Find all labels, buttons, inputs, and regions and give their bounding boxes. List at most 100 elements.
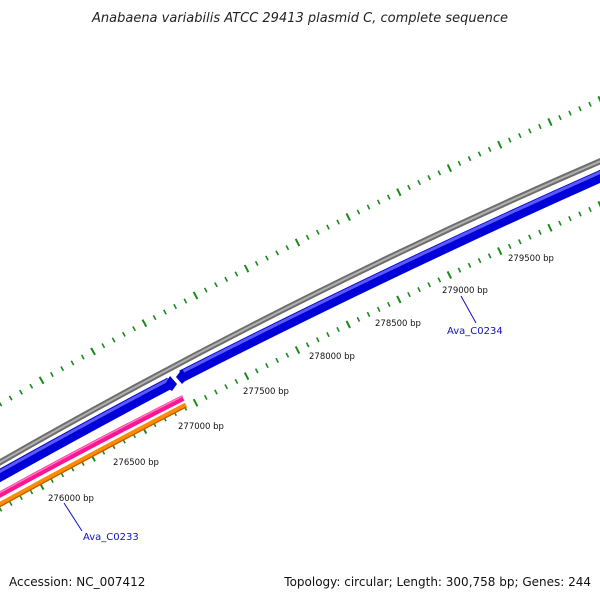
outer-tick-mark	[396, 188, 402, 197]
inner-tick-mark	[487, 253, 492, 259]
outer-tick-mark	[427, 175, 432, 181]
inner-tick-mark	[356, 316, 361, 322]
outer-tick-mark	[558, 114, 562, 121]
gene-label-leader-ava-c0234	[460, 295, 477, 324]
inner-tick-mark	[427, 282, 432, 288]
gene-feature-pink[interactable]	[0, 395, 185, 500]
inner-tick-mark	[254, 368, 259, 374]
inner-tick-mark	[224, 384, 229, 390]
inner-tick-mark	[0, 506, 3, 512]
accession-text: Accession: NC_007412	[9, 575, 145, 589]
map-title: Anabaena variabilis ATCC 29413 plasmid C…	[91, 11, 508, 26]
inner-tick-mark	[265, 363, 269, 369]
tick-label-279500: 279500 bp	[508, 254, 554, 264]
cds-feature-ava-c0233[interactable]	[0, 377, 173, 483]
inner-tick-mark	[386, 301, 391, 307]
outer-tick-mark	[90, 347, 96, 356]
outer-tick-mark	[305, 234, 310, 240]
outer-tick-mark	[597, 95, 600, 103]
inner-tick-mark	[285, 352, 290, 358]
outer-tick-mark	[467, 156, 472, 162]
tick-label-278000: 278000 bp	[309, 352, 355, 362]
inner-tick-mark	[294, 345, 301, 355]
tick-label-277500: 277500 bp	[243, 387, 289, 397]
outer-tick-mark	[457, 160, 462, 167]
outer-tick-mark	[234, 271, 239, 277]
outer-tick-mark	[265, 255, 269, 261]
outer-tick-mark	[345, 212, 351, 222]
inner-tick-mark	[538, 229, 542, 236]
inner-tick-mark	[366, 311, 371, 317]
tick-label-276500: 276500 bp	[113, 458, 159, 468]
inner-tick-mark	[446, 270, 452, 280]
inner-tick-mark	[558, 220, 562, 226]
inner-tick-mark	[305, 342, 310, 348]
outer-tick-mark	[49, 371, 54, 378]
outer-tick-mark	[578, 106, 582, 112]
inner-tick-mark	[234, 378, 239, 384]
outer-tick-mark	[356, 209, 361, 215]
outer-tick-mark	[173, 303, 178, 310]
outer-tick-mark	[366, 204, 371, 210]
outer-tick-mark	[294, 238, 301, 247]
outer-tick-mark	[326, 224, 330, 230]
outer-tick-mark	[8, 395, 13, 401]
outer-tick-mark	[111, 337, 116, 343]
outer-tick-mark	[254, 260, 259, 266]
outer-tick-mark	[285, 245, 290, 251]
cds-feature-highlight	[0, 377, 171, 474]
inner-tick-mark	[547, 223, 553, 232]
outer-tick-mark	[386, 194, 391, 200]
inner-tick-mark	[336, 326, 340, 333]
scale-tick-labels: 276000 bp 276500 bp 277000 bp 277500 bp …	[48, 254, 554, 504]
outer-tick-mark	[417, 179, 421, 186]
outer-tick-mark	[487, 146, 492, 152]
inner-tick-mark	[467, 262, 472, 268]
outer-gc-ticks	[0, 95, 600, 407]
inner-tick-mark	[326, 332, 330, 338]
outer-tick-mark	[214, 282, 218, 288]
gene-feature-orange[interactable]	[0, 402, 188, 510]
outer-tick-mark	[497, 140, 503, 149]
outer-tick-mark	[336, 219, 340, 225]
topology-summary-text: Topology: circular; Length: 300,758 bp; …	[283, 575, 591, 589]
outer-tick-mark	[192, 291, 199, 300]
inner-tick-mark	[376, 306, 381, 312]
outer-tick-mark	[224, 276, 229, 282]
outer-tick-mark	[547, 117, 553, 127]
cds-feature-highlight	[181, 170, 600, 374]
outer-tick-mark	[70, 360, 75, 366]
inner-tick-mark	[477, 257, 482, 264]
outer-tick-mark	[101, 343, 106, 349]
outer-tick-mark	[132, 326, 137, 332]
cds-feature-ava-c0234[interactable]	[179, 169, 600, 382]
inner-tick-mark	[345, 320, 351, 329]
tick-label-279000: 279000 bp	[442, 286, 488, 296]
inner-tick-mark	[407, 291, 411, 298]
gene-label-ava-c0233[interactable]: Ava_C0233	[83, 532, 139, 543]
outer-tick-mark	[80, 354, 85, 360]
outer-tick-mark	[243, 264, 250, 273]
outer-tick-mark	[568, 110, 572, 116]
outer-tick-mark	[538, 123, 542, 130]
outer-tick-mark	[60, 366, 65, 372]
outer-tick-mark	[19, 389, 23, 395]
outer-tick-mark	[477, 151, 482, 157]
outer-tick-mark	[518, 132, 522, 139]
inner-tick-mark	[518, 239, 522, 245]
outer-tick-mark	[588, 101, 592, 107]
inner-tick-mark	[203, 394, 208, 400]
inner-tick-mark	[588, 206, 592, 213]
outer-tick-mark	[162, 309, 167, 315]
gene-label-leader-ava-c0233	[63, 502, 83, 532]
tick-label-278500: 278500 bp	[375, 319, 421, 329]
outer-tick-mark	[141, 319, 148, 328]
outer-tick-mark	[0, 401, 3, 407]
inner-tick-mark	[528, 234, 532, 240]
outer-tick-mark	[275, 250, 280, 256]
gene-label-ava-c0234[interactable]: Ava_C0234	[447, 326, 503, 337]
gene-feature-orange-edge	[0, 406, 187, 508]
outer-tick-mark	[446, 164, 453, 173]
inner-tick-mark	[243, 372, 250, 381]
